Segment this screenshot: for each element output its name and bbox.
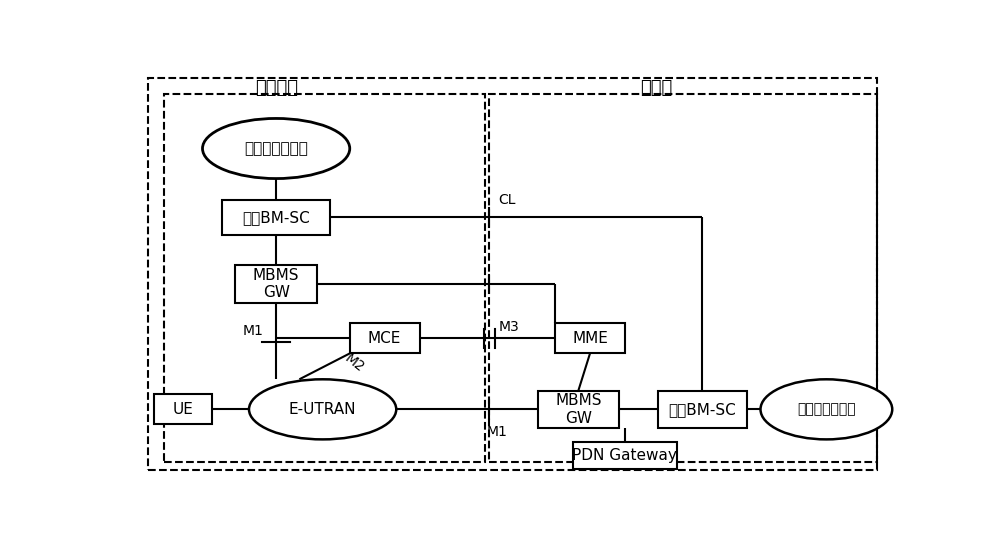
Text: PDN Gateway: PDN Gateway — [572, 448, 677, 463]
Text: 核心网: 核心网 — [640, 79, 672, 97]
Bar — [222, 199, 330, 235]
Bar — [658, 391, 747, 428]
Bar — [235, 266, 317, 303]
Text: UE: UE — [173, 402, 194, 417]
Text: E-UTRAN: E-UTRAN — [289, 402, 356, 417]
Bar — [555, 324, 625, 353]
Text: 网络边缘: 网络边缘 — [255, 79, 298, 97]
Text: CL: CL — [499, 193, 516, 207]
Ellipse shape — [761, 379, 892, 440]
Text: 边缘内容服务器: 边缘内容服务器 — [244, 141, 308, 156]
Bar — [489, 94, 877, 462]
Text: 边缘BM-SC: 边缘BM-SC — [242, 210, 310, 225]
Text: M3: M3 — [499, 320, 519, 334]
Bar — [573, 442, 677, 469]
Text: MBMS
GW: MBMS GW — [253, 268, 299, 300]
Text: M1: M1 — [242, 324, 263, 338]
Text: M2: M2 — [342, 351, 367, 375]
Text: M1: M1 — [487, 425, 507, 439]
Bar — [538, 391, 619, 428]
Bar — [154, 395, 212, 424]
Ellipse shape — [202, 119, 350, 178]
Text: 中心BM-SC: 中心BM-SC — [668, 402, 736, 417]
Bar — [350, 324, 420, 353]
Bar — [164, 94, 485, 462]
Text: MME: MME — [572, 331, 608, 346]
Text: MCE: MCE — [368, 331, 401, 346]
Text: MBMS
GW: MBMS GW — [555, 393, 602, 425]
Ellipse shape — [249, 379, 396, 440]
Text: 常规内容服务器: 常规内容服务器 — [797, 402, 856, 416]
